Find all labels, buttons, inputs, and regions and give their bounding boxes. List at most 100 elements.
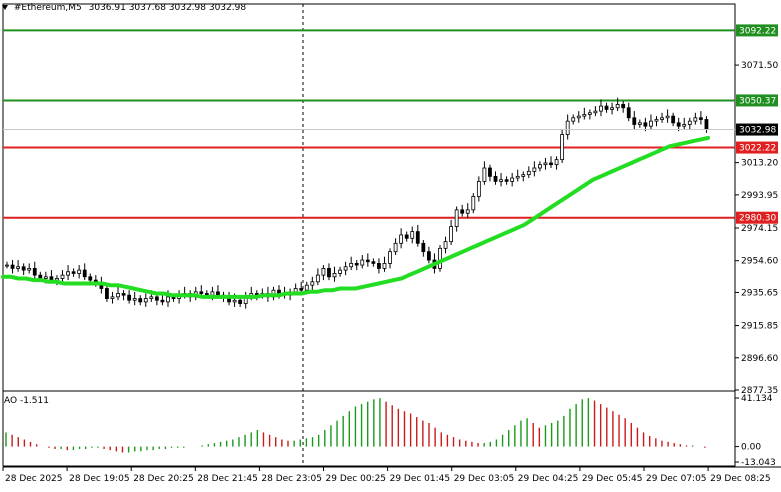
candle-body bbox=[377, 262, 381, 269]
time-axis-label: 29 Dec 05:45 bbox=[582, 474, 643, 484]
candle-body bbox=[138, 298, 143, 303]
candle-body bbox=[82, 269, 87, 278]
candle-body bbox=[654, 119, 659, 122]
time-axis-label: 29 Dec 04:25 bbox=[518, 474, 579, 484]
candle-body bbox=[143, 298, 148, 303]
candle-body bbox=[687, 120, 692, 125]
candle-body bbox=[515, 175, 520, 179]
candle-body bbox=[71, 271, 76, 274]
candle-body bbox=[610, 107, 614, 110]
candle-body bbox=[538, 164, 542, 169]
ao-axis-label: -13.043 bbox=[741, 458, 776, 468]
candle-body bbox=[154, 296, 159, 301]
candle-body bbox=[382, 262, 387, 269]
candle-body bbox=[393, 242, 398, 253]
time-axis-label: 28 Dec 2025 bbox=[5, 474, 63, 484]
candle-body bbox=[365, 259, 370, 263]
candle-body bbox=[521, 174, 526, 177]
candle-body bbox=[60, 274, 65, 279]
candle-body bbox=[49, 276, 54, 281]
candle-body bbox=[5, 264, 9, 267]
current-price-tag bbox=[736, 123, 778, 136]
candle-body bbox=[693, 117, 698, 122]
candle-body bbox=[637, 122, 642, 125]
candle-body bbox=[560, 134, 565, 161]
candle-body bbox=[460, 209, 465, 214]
candle-body bbox=[582, 114, 587, 117]
candle-body bbox=[127, 294, 132, 301]
time-axis-label: 28 Dec 21:45 bbox=[197, 474, 258, 484]
ohlc-values: 3036.91 3037.68 3032.98 3032.98 bbox=[88, 3, 247, 13]
candle-body bbox=[482, 167, 487, 182]
candle-body bbox=[16, 266, 21, 269]
candle-body bbox=[332, 273, 337, 278]
candle-body bbox=[438, 247, 442, 269]
price-axis-label: 2974.15 bbox=[741, 224, 778, 234]
candle-body bbox=[232, 299, 237, 303]
candle-body bbox=[493, 175, 498, 182]
resistance-level-3050-tag bbox=[736, 94, 778, 107]
candle-body bbox=[121, 293, 126, 296]
candle-body bbox=[443, 241, 448, 249]
candle-body bbox=[421, 242, 426, 253]
candle-body bbox=[38, 274, 43, 279]
indicator-header: AO -1.511 bbox=[4, 396, 49, 406]
candle-body bbox=[399, 234, 404, 244]
candle-body bbox=[415, 231, 420, 244]
candle-body bbox=[338, 269, 342, 274]
candle-body bbox=[110, 296, 115, 299]
candle-body bbox=[88, 276, 93, 281]
support-level-2980-tag bbox=[736, 211, 778, 224]
time-axis-label: 29 Dec 03:05 bbox=[454, 474, 515, 484]
price-axis-label: 3071.50 bbox=[741, 61, 778, 71]
moving-average-line bbox=[1, 135, 710, 299]
candle-body bbox=[166, 296, 170, 303]
price-axis-label: 2877.35 bbox=[741, 386, 778, 396]
candle-body bbox=[66, 271, 70, 276]
symbol-header: #Ethereum,M5 3036.91 3037.68 3032.98 303… bbox=[2, 3, 246, 13]
candle-body bbox=[632, 117, 637, 125]
candle-body bbox=[293, 288, 298, 293]
candle-body bbox=[471, 196, 476, 211]
candle-body bbox=[504, 179, 509, 182]
candle-body bbox=[304, 284, 309, 291]
candle-body bbox=[643, 122, 648, 127]
candle-body bbox=[621, 104, 626, 109]
candle-body bbox=[149, 296, 154, 299]
candle-body bbox=[526, 170, 531, 176]
candle-body bbox=[465, 209, 470, 214]
candle-body bbox=[615, 104, 620, 109]
candle-body bbox=[426, 251, 431, 261]
candle-body bbox=[43, 276, 48, 279]
candle-body bbox=[626, 107, 631, 119]
candle-body bbox=[354, 262, 359, 266]
ao-axis-label: 41.134 bbox=[741, 394, 773, 404]
candle-body bbox=[116, 293, 120, 298]
price-axis-label: 2954.60 bbox=[741, 257, 778, 267]
time-axis-label: 28 Dec 23:05 bbox=[261, 474, 322, 484]
candle-body bbox=[32, 268, 37, 276]
candle-body bbox=[388, 251, 392, 264]
candle-body bbox=[593, 110, 598, 114]
candle-body bbox=[704, 119, 709, 130]
candle-body bbox=[476, 180, 481, 197]
candle-body bbox=[599, 105, 603, 112]
chart-frame bbox=[2, 3, 736, 467]
candle-body bbox=[554, 159, 559, 166]
candle-body bbox=[238, 299, 243, 304]
dropdown-arrow-icon[interactable] bbox=[2, 5, 8, 10]
candle-body bbox=[315, 274, 320, 283]
candle-body bbox=[665, 115, 670, 119]
candle-body bbox=[216, 291, 220, 296]
candle-body bbox=[299, 288, 304, 291]
candle-body bbox=[449, 226, 453, 243]
candle-body bbox=[676, 122, 681, 127]
price-axis-label: 2915.85 bbox=[741, 322, 778, 332]
support-level-2980-label: 2980.30 bbox=[739, 214, 776, 224]
candle-body bbox=[488, 167, 492, 177]
candle-body bbox=[10, 264, 15, 269]
candle-body bbox=[510, 177, 515, 182]
time-axis-label: 28 Dec 20:25 bbox=[133, 474, 194, 484]
